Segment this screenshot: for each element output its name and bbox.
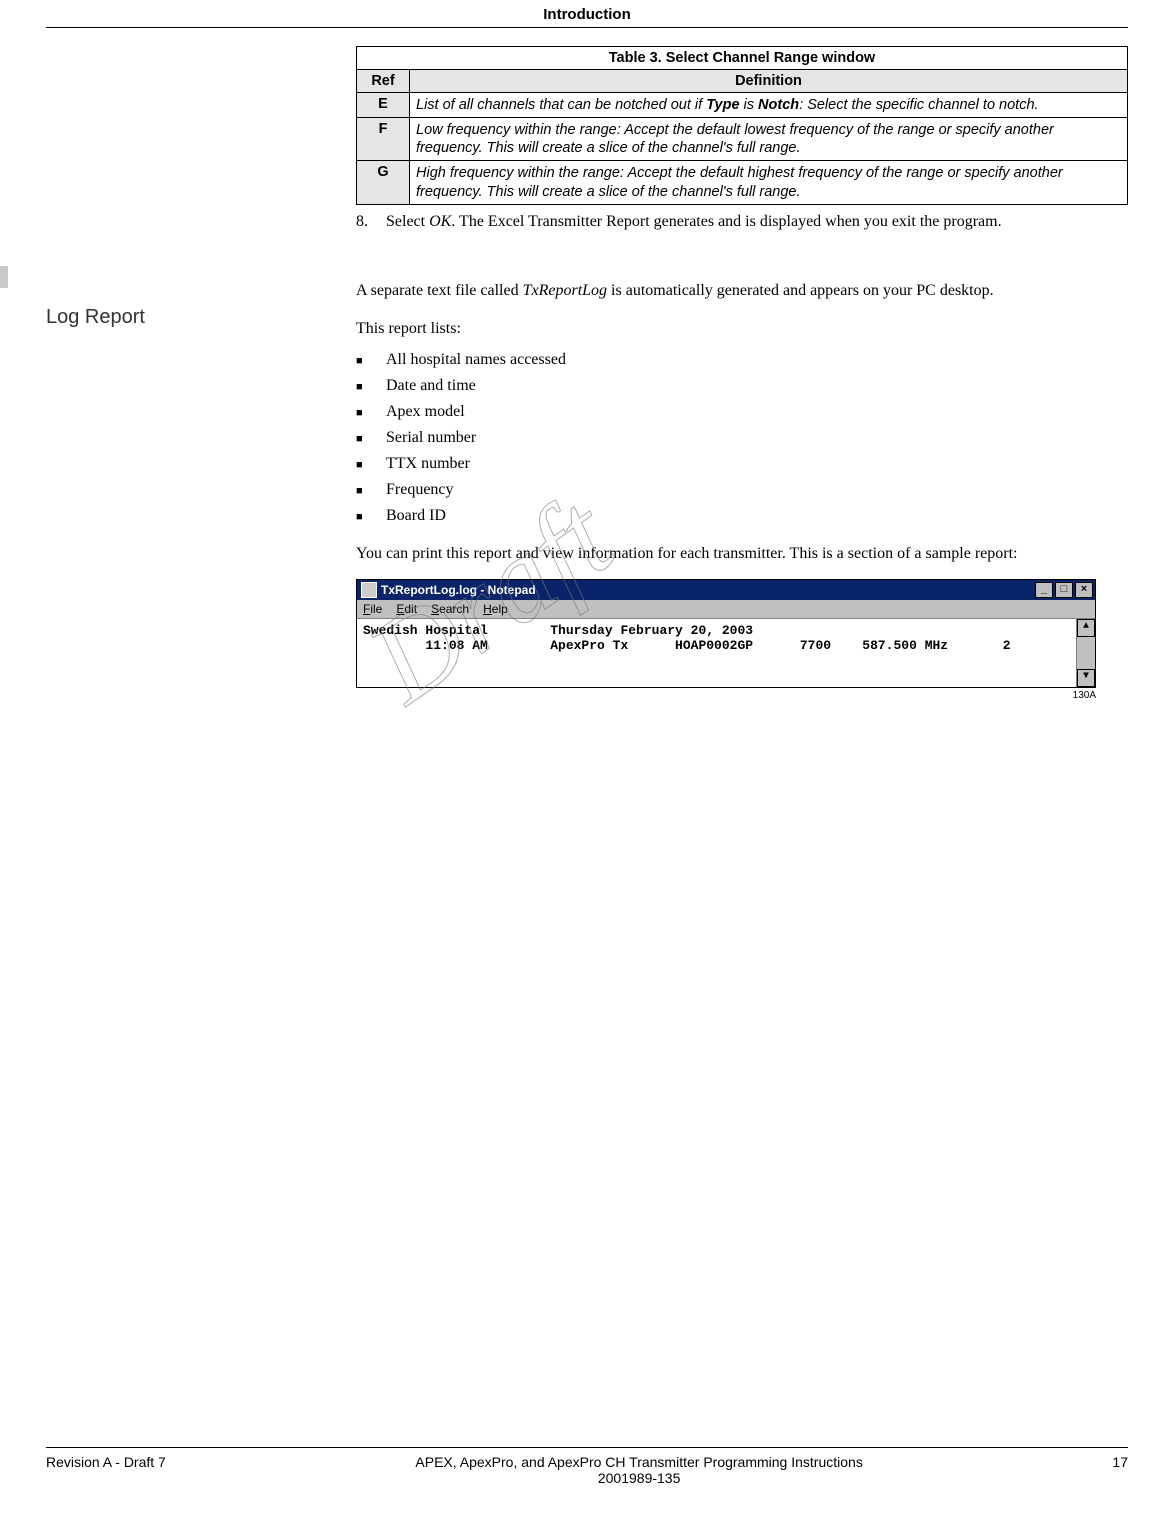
log-report-para3: You can print this report and view infor… — [356, 543, 1128, 565]
def-text: : Select the specific channel to notch. — [799, 97, 1038, 113]
list-item-label: Frequency — [386, 479, 454, 501]
step-8: 8. Select OK. The Excel Transmitter Repo… — [356, 211, 1128, 233]
ref-cell: E — [357, 93, 410, 118]
table-header-ref: Ref — [357, 70, 410, 93]
log-report-para2: This report lists: — [356, 318, 1128, 340]
para-em: TxReportLog — [523, 282, 607, 299]
para-text: A separate text file called — [356, 282, 523, 299]
list-item-label: TTX number — [386, 453, 470, 475]
footer-page-number: 17 — [1112, 1454, 1128, 1486]
bullet-icon: ■ — [356, 429, 386, 449]
bullet-icon: ■ — [356, 481, 386, 501]
scroll-up-button[interactable]: ▲ — [1077, 619, 1095, 637]
notepad-menubar: File Edit Search Help — [357, 600, 1095, 619]
scroll-down-button[interactable]: ▼ — [1077, 669, 1095, 687]
notepad-titlebar: TxReportLog.log - Notepad _ □ × — [357, 580, 1095, 600]
list-item-label: Date and time — [386, 375, 476, 397]
notepad-line1: Swedish Hospital Thursday February 20, 2… — [363, 623, 753, 638]
menu-help[interactable]: Help — [483, 602, 508, 616]
ref-cell: F — [357, 118, 410, 161]
notepad-vscrollbar[interactable]: ▲ ▼ — [1076, 619, 1095, 687]
list-item-label: Apex model — [386, 401, 465, 423]
header-rule — [46, 27, 1128, 28]
list-item: ■Date and time — [356, 375, 1128, 397]
step-ok: OK — [429, 213, 451, 230]
def-em: Type — [706, 97, 739, 113]
def-cell: Low frequency within the range: Accept t… — [410, 118, 1128, 161]
log-report-bullets: ■All hospital names accessed ■Date and t… — [356, 349, 1128, 527]
list-item-label: Serial number — [386, 427, 476, 449]
menu-edit[interactable]: Edit — [396, 602, 417, 616]
def-em: Notch — [758, 97, 799, 113]
list-item-label: All hospital names accessed — [386, 349, 566, 371]
bullet-icon: ■ — [356, 403, 386, 423]
footer-center-line2: 2001989-135 — [166, 1470, 1113, 1486]
bullet-icon: ■ — [356, 455, 386, 475]
menu-search[interactable]: Search — [431, 602, 469, 616]
page-header-title: Introduction — [46, 0, 1128, 23]
notepad-line2: 11:08 AM ApexPro Tx HOAP0002GP 7700 587.… — [363, 638, 1011, 653]
list-item: ■Frequency — [356, 479, 1128, 501]
close-button[interactable]: × — [1075, 582, 1093, 598]
list-item: ■Board ID — [356, 505, 1128, 527]
table-row: E List of all channels that can be notch… — [357, 93, 1128, 118]
notepad-body: Swedish Hospital Thursday February 20, 2… — [357, 619, 1095, 687]
step-number: 8. — [356, 211, 386, 233]
list-item: ■Apex model — [356, 401, 1128, 423]
menu-file[interactable]: File — [363, 602, 382, 616]
footer-center-line1: APEX, ApexPro, and ApexPro CH Transmitte… — [166, 1454, 1113, 1470]
bullet-icon: ■ — [356, 507, 386, 527]
bullet-icon: ■ — [356, 377, 386, 397]
notepad-doc-icon — [361, 582, 377, 598]
list-item: ■TTX number — [356, 453, 1128, 475]
log-report-para1: A separate text file called TxReportLog … — [356, 280, 1128, 302]
step-text-part: Select — [386, 213, 429, 230]
footer-rule — [46, 1447, 1128, 1448]
notepad-window: TxReportLog.log - Notepad _ □ × File Edi… — [356, 579, 1096, 688]
maximize-button[interactable]: □ — [1055, 582, 1073, 598]
ref-cell: G — [357, 161, 410, 204]
page-edge-tab — [0, 266, 8, 288]
def-text: is — [740, 97, 759, 113]
section-heading-log-report: Log Report — [46, 306, 346, 329]
table-header-def: Definition — [410, 70, 1128, 93]
list-item: ■All hospital names accessed — [356, 349, 1128, 371]
figure-label: 130A — [356, 690, 1096, 701]
def-cell: High frequency within the range: Accept … — [410, 161, 1128, 204]
list-item: ■Serial number — [356, 427, 1128, 449]
footer-left: Revision A - Draft 7 — [46, 1454, 166, 1486]
list-item-label: Board ID — [386, 505, 446, 527]
def-text: List of all channels that can be notched… — [416, 97, 706, 113]
minimize-button[interactable]: _ — [1035, 582, 1053, 598]
table-title: Table 3. Select Channel Range window — [357, 47, 1128, 70]
def-cell: List of all channels that can be notched… — [410, 93, 1128, 118]
step-text: Select OK. The Excel Transmitter Report … — [386, 211, 1002, 233]
table-row: F Low frequency within the range: Accept… — [357, 118, 1128, 161]
table-row: G High frequency within the range: Accep… — [357, 161, 1128, 204]
select-channel-range-table: Table 3. Select Channel Range window Ref… — [356, 46, 1128, 205]
step-text-part: . The Excel Transmitter Report generates… — [451, 213, 1001, 230]
notepad-title: TxReportLog.log - Notepad — [381, 583, 536, 597]
para-text: is automatically generated and appears o… — [607, 282, 994, 299]
bullet-icon: ■ — [356, 351, 386, 371]
page-footer: Revision A - Draft 7 APEX, ApexPro, and … — [46, 1439, 1128, 1486]
